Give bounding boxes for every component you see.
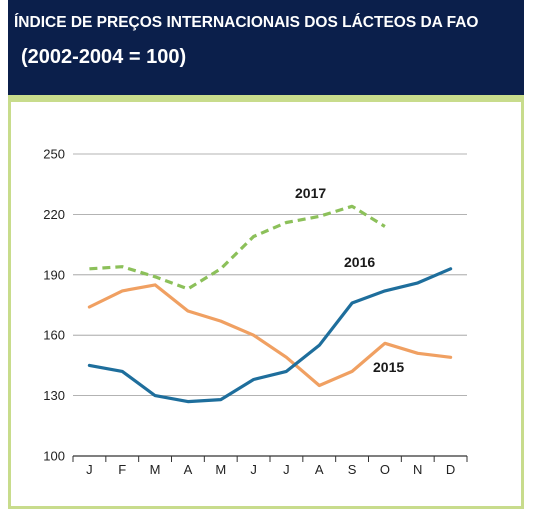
series-line-2015 bbox=[87, 283, 453, 388]
x-tick-label-1: F bbox=[118, 462, 126, 477]
chart-panel: 100 130 160 190 220 250 J F M A M J J A S O N D 2017 2016 20… bbox=[8, 102, 524, 509]
x-tick-label-6: J bbox=[283, 462, 290, 477]
x-tick-label-5: J bbox=[250, 462, 256, 477]
x-tick-label-8: S bbox=[348, 462, 357, 477]
x-tick-label-11: D bbox=[446, 462, 455, 477]
y-tick-label-220: 220 bbox=[43, 207, 65, 222]
series-line-2016 bbox=[87, 267, 453, 404]
series-label-2015: 2015 bbox=[373, 359, 404, 375]
series-line-2017 bbox=[89, 204, 386, 291]
chart-title: ÍNDICE DE PREÇOS INTERNACIONAIS DOS LÁCT… bbox=[14, 14, 479, 31]
y-tick-label-190: 190 bbox=[43, 267, 65, 282]
header-accent-bar bbox=[8, 95, 524, 102]
x-tick-label-4: M bbox=[215, 462, 226, 477]
x-tick-label-0: J bbox=[86, 462, 93, 477]
line-chart: 100 130 160 190 220 250 J F M A M J J A S O N D 2017 2016 20… bbox=[43, 147, 468, 477]
series-label-2016: 2016 bbox=[344, 254, 375, 270]
y-tick-label-130: 130 bbox=[43, 388, 65, 403]
series-label-2017: 2017 bbox=[295, 185, 326, 201]
y-tick-label-160: 160 bbox=[43, 328, 65, 343]
x-tick-label-7: A bbox=[315, 462, 324, 477]
x-tick-label-10: N bbox=[413, 462, 422, 477]
x-tick-label-2: M bbox=[150, 462, 161, 477]
y-tick-label-100: 100 bbox=[43, 449, 65, 464]
x-tick-label-9: O bbox=[380, 462, 390, 477]
chart-header bbox=[8, 0, 524, 95]
x-tick-label-3: A bbox=[184, 462, 193, 477]
chart-subtitle: (2002-2004 = 100) bbox=[21, 46, 187, 68]
y-tick-label-250: 250 bbox=[43, 147, 65, 162]
